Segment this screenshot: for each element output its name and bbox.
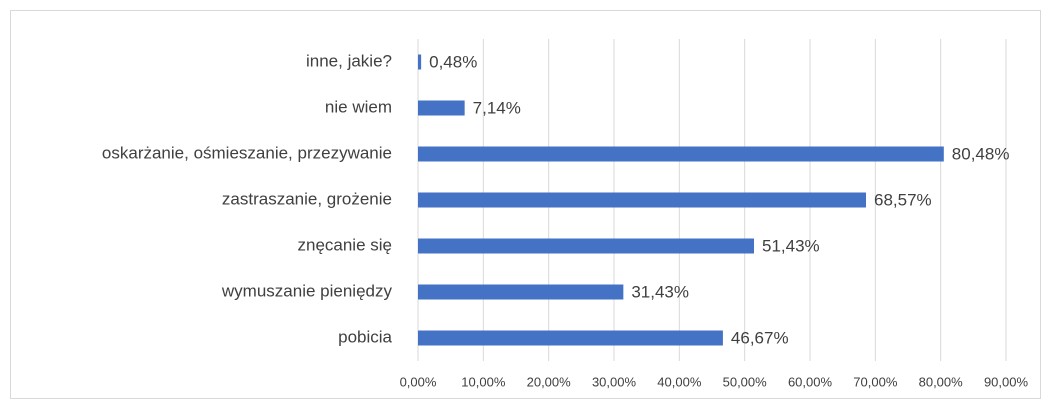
- x-tick-label: 80,00%: [919, 374, 964, 389]
- value-label: 51,43%: [762, 236, 820, 255]
- y-tick-label: nie wiem: [325, 97, 392, 116]
- bar: [418, 192, 866, 208]
- y-tick-label: pobicia: [338, 327, 392, 346]
- x-tick-label: 0,00%: [400, 374, 437, 389]
- value-label: 7,14%: [473, 98, 521, 117]
- bar: [418, 330, 723, 346]
- x-tick-label: 90,00%: [984, 374, 1029, 389]
- x-tick-label: 20,00%: [527, 374, 572, 389]
- value-label: 31,43%: [631, 282, 689, 301]
- x-tick-label: 30,00%: [592, 374, 637, 389]
- y-tick-label: inne, jakie?: [306, 51, 392, 70]
- bar: [418, 284, 624, 300]
- value-label: 80,48%: [952, 144, 1010, 163]
- x-tick-label: 60,00%: [788, 374, 833, 389]
- x-tick-label: 70,00%: [853, 374, 898, 389]
- y-tick-label: oskarżanie, ośmieszanie, przezywanie: [102, 143, 392, 162]
- value-label: 46,67%: [731, 328, 789, 347]
- value-label: 68,57%: [874, 190, 932, 209]
- value-label: 0,48%: [429, 52, 477, 71]
- x-tick-label: 40,00%: [657, 374, 702, 389]
- x-tick-label: 50,00%: [723, 374, 768, 389]
- x-tick-label: 10,00%: [461, 374, 506, 389]
- bar: [418, 54, 422, 70]
- bar: [418, 100, 465, 116]
- y-tick-label: zastraszanie, grożenie: [222, 189, 392, 208]
- y-tick-label: wymuszanie pieniędzy: [221, 281, 393, 300]
- y-tick-label: znęcanie się: [297, 235, 392, 254]
- bar: [418, 238, 755, 254]
- bar: [418, 146, 944, 162]
